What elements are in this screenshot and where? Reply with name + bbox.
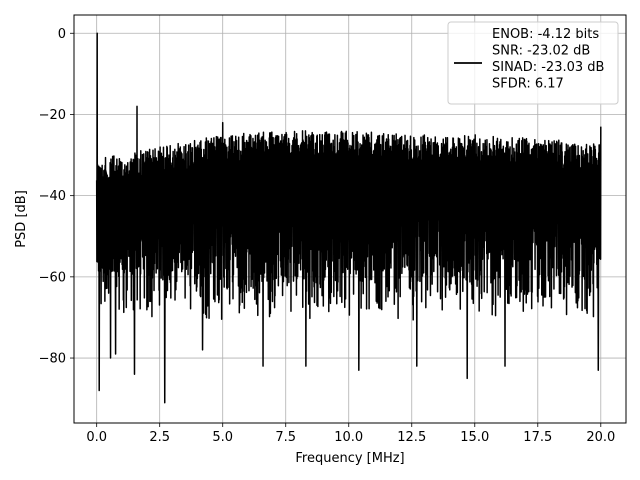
x-tick-label: 20.0 xyxy=(586,430,615,445)
legend-entry-enob: ENOB: -4.12 bits xyxy=(492,27,599,42)
y-tick-label: −20 xyxy=(39,108,66,123)
plot-frame xyxy=(73,14,627,424)
psd-series-line xyxy=(95,32,602,404)
x-tick-label: 15.0 xyxy=(460,430,489,445)
y-axis-label: PSD [dB] xyxy=(14,190,29,248)
y-tick-label: 0 xyxy=(58,27,66,42)
x-tick-label: 12.5 xyxy=(397,430,426,445)
y-axis-ticks: 0 −20 −40 −60 −80 xyxy=(39,27,74,367)
legend-box xyxy=(447,21,619,105)
x-tick-label: 7.5 xyxy=(275,430,296,445)
x-tick-label: 2.5 xyxy=(149,430,170,445)
series-layer xyxy=(95,32,602,404)
y-tick-label: −80 xyxy=(39,352,66,367)
x-tick-label: 17.5 xyxy=(523,430,552,445)
y-tick-label: −60 xyxy=(39,270,66,285)
legend: ENOB: -4.12 bits SNR: -23.02 dB SINAD: -… xyxy=(447,21,619,105)
x-tick-label: 5.0 xyxy=(212,430,233,445)
x-tick-label: 10.0 xyxy=(334,430,363,445)
x-axis-label: Frequency [MHz] xyxy=(295,451,404,466)
legend-entry-snr: SNR: -23.02 dB xyxy=(492,44,590,59)
x-axis-ticks: 0.0 2.5 5.0 7.5 10.0 12.5 15.0 17.5 20.0 xyxy=(86,423,615,445)
legend-entry-sinad: SINAD: -23.03 dB xyxy=(492,60,604,75)
legend-entry-sfdr: SFDR: 6.17 xyxy=(492,77,564,92)
x-tick-label: 0.0 xyxy=(86,430,107,445)
y-tick-label: −40 xyxy=(39,189,66,204)
